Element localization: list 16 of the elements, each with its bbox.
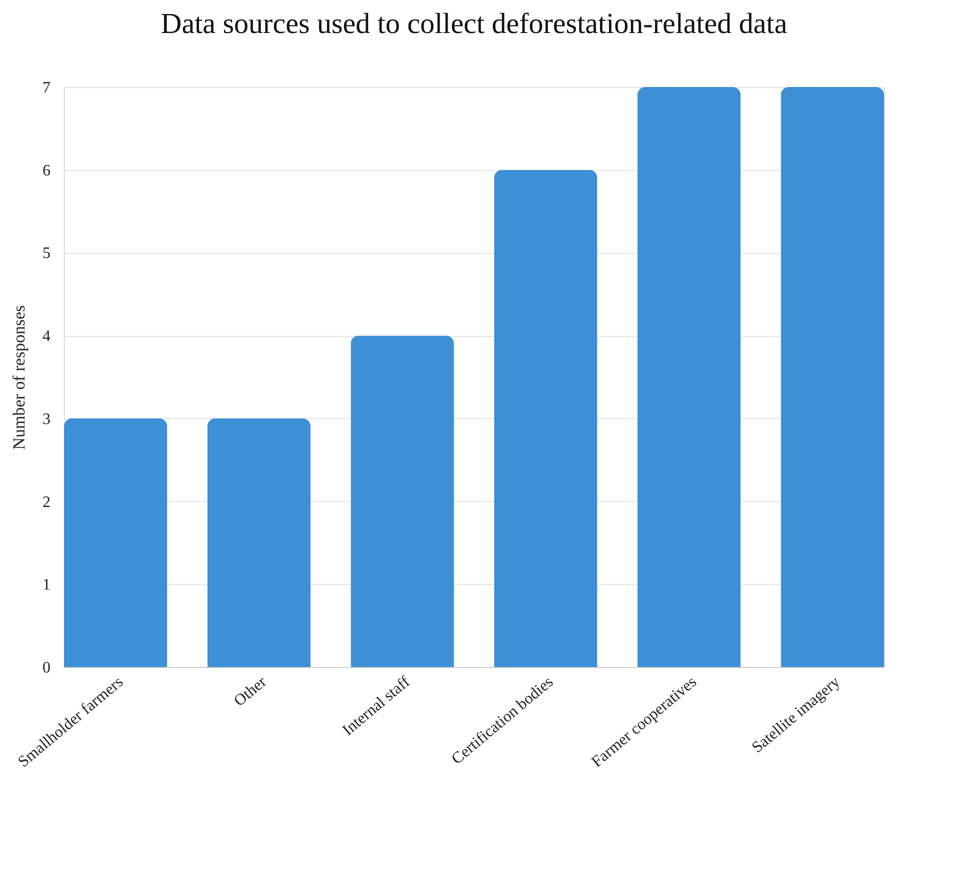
chart-title: Data sources used to collect deforestation-related data xyxy=(160,8,788,40)
bar xyxy=(637,87,741,667)
bar xyxy=(350,336,454,667)
y-axis-title: Number of responses xyxy=(10,305,28,450)
bar xyxy=(494,170,598,667)
y-tick-label: 3 xyxy=(42,410,50,428)
y-tick-label: 5 xyxy=(42,245,50,262)
bar xyxy=(64,418,168,667)
y-tick-label: 2 xyxy=(42,494,50,511)
y-tick-label: 6 xyxy=(42,162,50,180)
y-tick-label: 7 xyxy=(42,80,50,96)
bar xyxy=(780,87,884,667)
y-tick-label: 1 xyxy=(42,576,50,594)
bar xyxy=(207,418,311,667)
y-tick-label: 0 xyxy=(42,660,50,676)
y-tick-label: 4 xyxy=(42,328,50,346)
